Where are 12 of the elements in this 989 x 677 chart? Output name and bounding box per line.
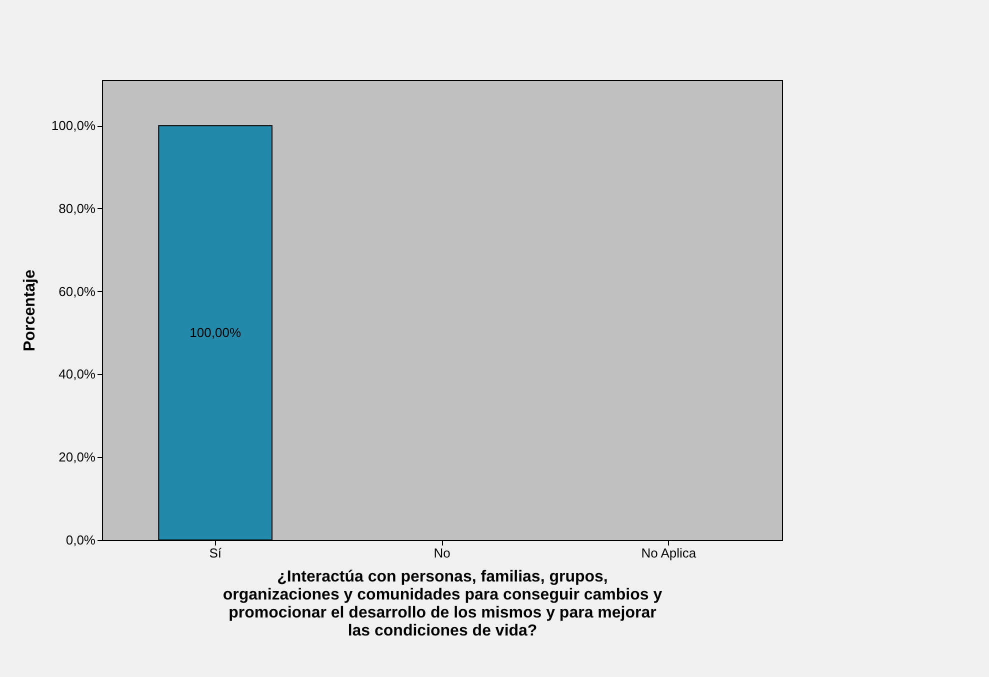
y-tick-label: 0,0% — [66, 532, 96, 548]
y-tick-label: 40,0% — [58, 366, 96, 382]
x-tick-label: No — [434, 546, 450, 560]
x-axis-title: ¿Interactúa con personas, familias, grupos, organizaciones y comunidades para conseguir cambios y promocionar el desarrollo de los mismos y para mejorar las condiciones de vida? — [222, 568, 662, 640]
y-tick-label: 20,0% — [58, 450, 96, 465]
data-label: 100,00% — [190, 325, 242, 340]
y-tick-label: 80,0% — [58, 200, 96, 216]
y-tick-label: 100,0% — [51, 118, 96, 134]
x-tick-label: No Aplica — [641, 546, 697, 560]
y-tick-label: 60,0% — [58, 284, 96, 299]
x-tick-label: Sí — [209, 546, 222, 560]
y-axis-title: Porcentaje — [21, 269, 38, 352]
